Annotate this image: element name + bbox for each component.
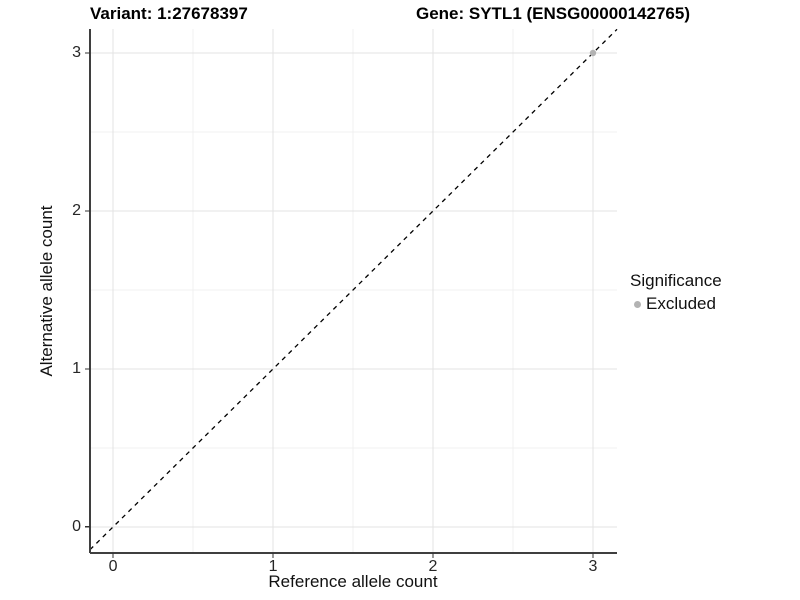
data-point-excluded bbox=[589, 49, 597, 57]
variant-title: Variant: 1:27678397 bbox=[90, 4, 248, 23]
gene-title: Gene: SYTL1 (ENSG00000142765) bbox=[415, 4, 690, 23]
legend: Significance Excluded bbox=[630, 271, 722, 314]
x-tick-label: 1 bbox=[268, 558, 278, 575]
x-tick-label: 3 bbox=[588, 558, 598, 575]
legend-item-excluded: Excluded bbox=[630, 294, 722, 314]
excluded-point-icon bbox=[634, 300, 641, 308]
legend-title: Significance bbox=[630, 271, 722, 290]
y-tick-label: 1 bbox=[72, 359, 81, 377]
x-axis-label: Reference allele count bbox=[268, 572, 438, 591]
y-tick-label: 2 bbox=[72, 201, 81, 219]
legend-item-label: Excluded bbox=[646, 294, 716, 313]
plot-title: Variant: 1:27678397 Gene: SYTL1 (ENSG000… bbox=[90, 4, 690, 24]
y-axis-label: Alternative allele count bbox=[37, 205, 56, 377]
x-tick-label: 0 bbox=[108, 558, 118, 575]
y-tick-label: 0 bbox=[72, 517, 81, 535]
identity-line bbox=[89, 28, 618, 551]
x-tick-label: 2 bbox=[428, 558, 438, 575]
y-tick-label: 3 bbox=[72, 44, 81, 61]
